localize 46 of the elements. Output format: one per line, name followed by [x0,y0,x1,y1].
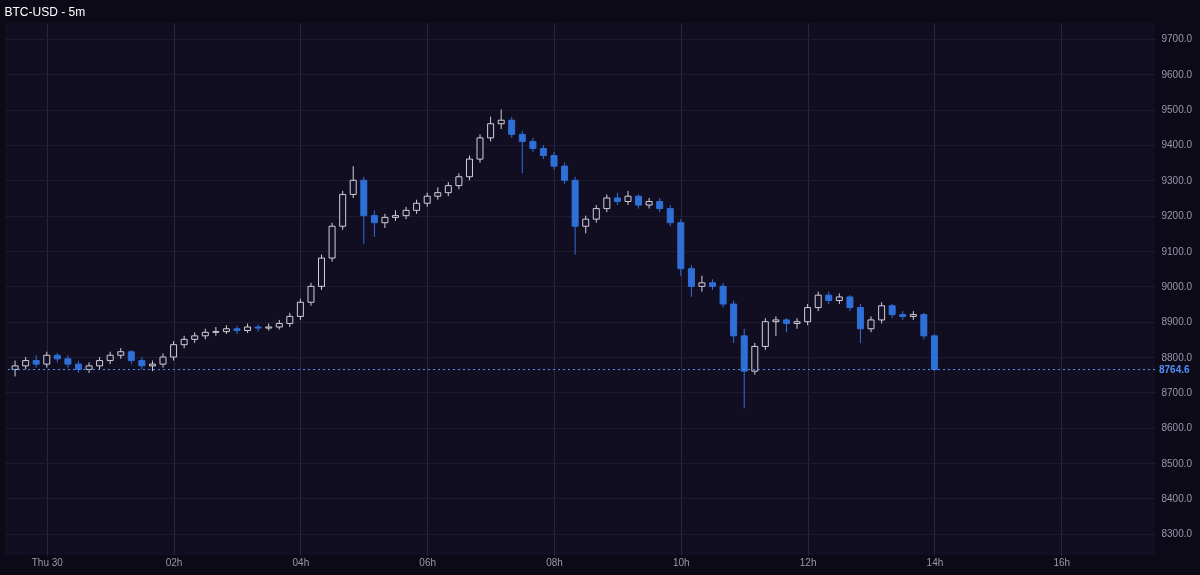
candlestick [11,360,19,377]
x-tick-label: 12h [799,556,817,568]
x-tick-label: 08h [546,556,563,568]
candlestick [687,264,695,298]
y-tick-label: 8600.0 [1161,422,1193,434]
y-tick-label: 8800.0 [1161,351,1193,363]
y-tick-label: 8300.0 [1161,528,1193,540]
ref-line-label: 8764.6 [1159,363,1191,375]
candlestick [518,130,526,174]
y-tick-label: 9200.0 [1161,210,1193,222]
x-tick-label: 04h [292,556,310,568]
x-tick-label: 16h [1053,556,1071,568]
y-tick-label: 9500.0 [1161,104,1193,116]
candlestick [719,282,727,309]
x-tick-label: 02h [165,556,183,568]
candlestick [624,190,632,206]
y-tick-label: 8400.0 [1161,492,1193,504]
y-tick-label: 9300.0 [1161,174,1193,186]
candlestick [508,116,516,139]
y-tick-label: 8500.0 [1161,457,1193,469]
candlestick [920,312,928,340]
candlestick [233,325,241,335]
x-tick-label: 14h [926,556,944,568]
candlestick [814,291,822,312]
candlestick [296,298,304,321]
candlestick [85,361,93,374]
candlestick [561,162,569,185]
y-tick-label: 9700.0 [1161,33,1193,45]
chart-title: BTC-USD - 5m [4,5,86,19]
candlestick [370,209,378,238]
x-tick-label: Thu 30 [31,556,64,568]
candlestick [64,354,72,369]
candlestick [666,204,674,227]
candlestick [254,324,262,333]
candlestick [645,197,653,210]
y-tick-label: 8900.0 [1161,316,1193,328]
x-tick-label: 10h [672,556,690,568]
x-tick-label: 06h [419,556,437,568]
y-tick-label: 9100.0 [1161,245,1193,257]
candlestick [856,303,864,344]
y-tick-label: 8700.0 [1161,386,1193,398]
y-tick-label: 9400.0 [1161,139,1193,151]
y-tick-label: 9600.0 [1161,68,1193,80]
candlestick [212,326,220,337]
y-tick-label: 9000.0 [1161,280,1193,292]
candlestick [487,116,495,142]
